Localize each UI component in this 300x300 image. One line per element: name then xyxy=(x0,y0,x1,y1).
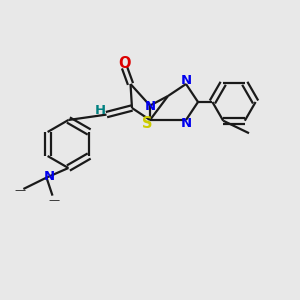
Text: N: N xyxy=(181,117,192,130)
Text: H: H xyxy=(94,103,106,117)
Text: —: — xyxy=(48,195,60,205)
Text: N: N xyxy=(181,74,192,87)
Text: S: S xyxy=(142,116,152,130)
Text: O: O xyxy=(118,56,131,70)
Text: N: N xyxy=(43,169,55,183)
Text: —: — xyxy=(14,184,26,195)
Text: N: N xyxy=(145,100,156,113)
